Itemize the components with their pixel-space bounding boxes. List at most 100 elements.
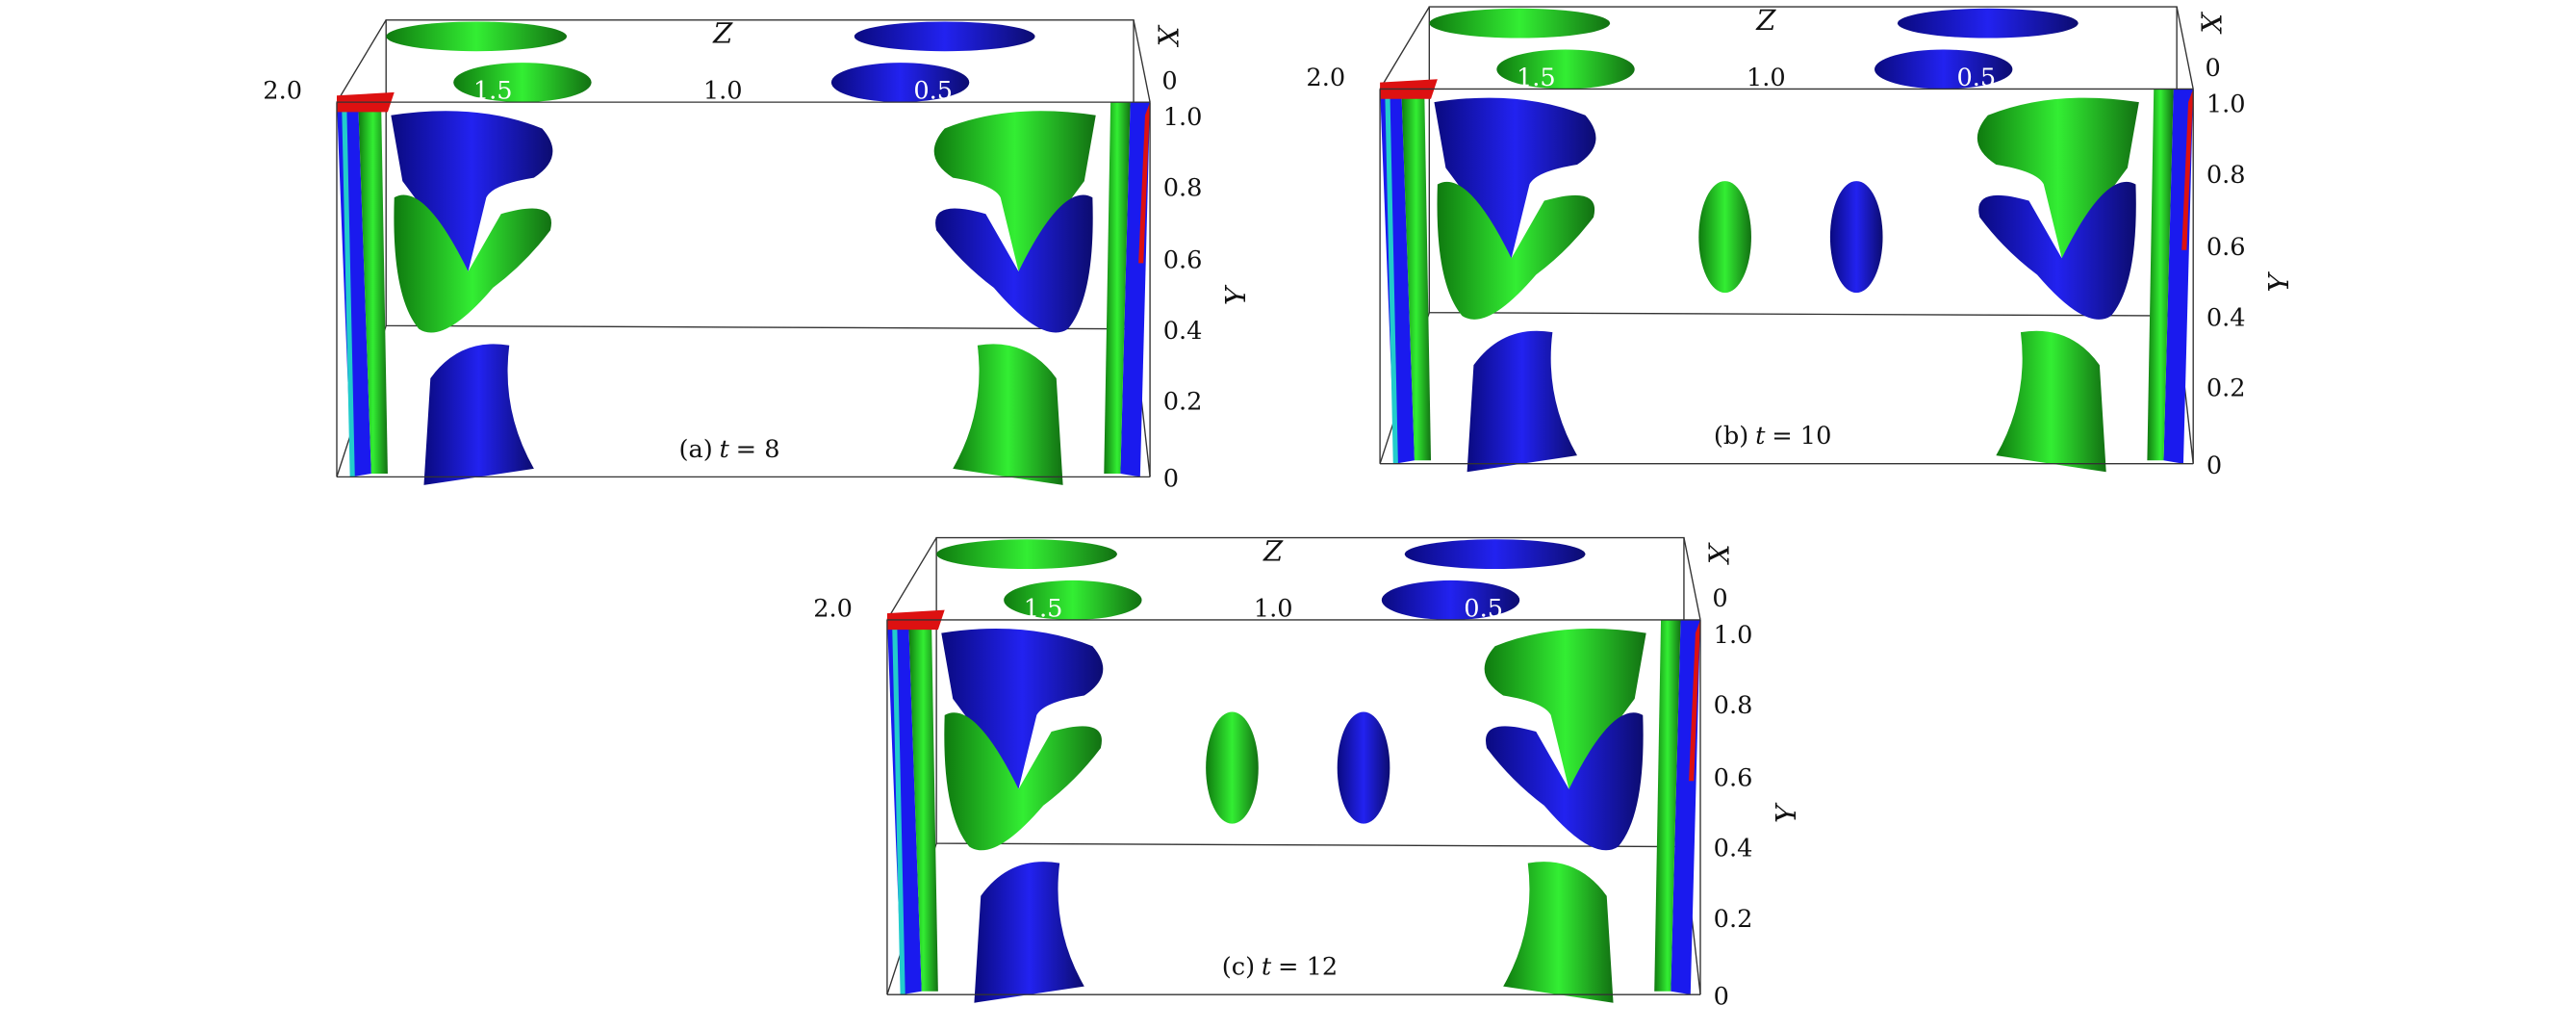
wall-positive-right [2147,89,2174,461]
z-tick-label: 1.5 [1024,594,1063,623]
caption-var: t [720,435,730,464]
wall-cyan-left [1385,89,1398,464]
y-tick-label: 0.6 [1163,246,1203,275]
x-axis-title: X [1702,542,1735,565]
box-front-edges [1379,88,2194,465]
caption-value: = 8 [736,435,780,464]
z-tick-label: 2.0 [813,594,853,623]
panel-caption: (c) t = 12 [1222,953,1338,982]
caption-prefix: (c) [1222,953,1255,982]
wall-cyan-left [892,619,905,995]
z-axis-title: Z [1262,534,1284,567]
y-tick-label: 0.6 [2206,233,2246,262]
y-tick-label: 0.2 [1714,905,1753,934]
x-tick-label: 0 [1712,584,1727,613]
z-axis-title: Z [1755,4,1776,37]
wall-cyan-left [342,102,355,477]
iso-negative-mid-right [935,194,1093,333]
caption-var: t [1755,422,1766,451]
box-side-edges [1379,6,2194,464]
iso-negative-upper-left [391,111,553,271]
y-tick-label: 0.4 [1714,835,1753,863]
box-side-edges [886,537,1701,995]
z-tick-label: 1.0 [703,77,743,106]
y-tick-label: 0 [2206,451,2222,480]
panel-c: 2.0 1.5 1.0 0.5 Z 0 X 1.0 0.8 0.6 0.4 0.2 0 Y (c) t = 12 [813,534,1802,1011]
wall-positive-right [1104,102,1131,474]
z-tick-label: 1.5 [473,77,513,106]
iso-positive-bottom-right [1996,330,2106,473]
iso-positive-upper-right [1977,97,2139,259]
y-tick-label: 0.4 [2206,303,2246,332]
caption-value: = 10 [1772,422,1831,451]
iso-positive-top2 [1004,580,1142,620]
z-tick-label: 1.0 [1254,594,1293,623]
x-tick-label: 0 [2206,54,2221,83]
z-tick-label: 2.0 [263,77,302,106]
y-tick-label: 0.4 [1163,317,1203,346]
iso-negative-mid-right [1978,181,2136,320]
wall-red-right [2181,89,2194,250]
y-tick-label: 0 [1163,465,1179,494]
iso-negative-top [854,21,1035,52]
panel-caption: (b) t = 10 [1714,422,1831,451]
iso-negative-top2 [1874,49,2013,90]
z-tick-label: 0.5 [1956,64,1996,92]
wall-positive-left [908,619,938,992]
wall-positive-left [358,102,388,474]
box-front-edges [886,619,1701,995]
wall-positive-left [1401,89,1432,461]
z-tick-label: 1.5 [1517,64,1556,92]
iso-positive-top [386,21,568,52]
iso-positive-top [1429,8,1611,39]
caption-prefix: (a) [678,435,712,464]
y-axis-title: Y [1770,802,1802,823]
y-tick-label: 1.0 [1714,621,1753,650]
x-axis-title: X [2195,12,2228,35]
y-tick-label: 0.2 [2206,374,2246,403]
iso-negative-top2 [1381,580,1520,620]
iso-negative-mid-right [1486,712,1644,851]
iso-negative-center [1337,711,1390,824]
y-tick-label: 0.2 [1163,387,1203,416]
wall-positive-right [1654,619,1681,992]
wall-red-right [1689,619,1701,782]
box-front-edges [336,101,1151,478]
z-tick-label: 0.5 [913,77,953,106]
panel-b: 2.0 1.5 1.0 0.5 Z 0 X 1.0 0.8 0.6 0.4 0.2 0 Y (b) t = 10 [1306,4,2295,480]
iso-negative-center [1829,181,1883,294]
z-tick-label: 1.0 [1747,64,1786,92]
caption-prefix: (b) [1714,422,1748,451]
y-tick-label: 1.0 [1163,103,1203,132]
z-axis-title: Z [712,17,733,50]
y-tick-label: 0.6 [1714,763,1753,792]
y-axis-title: Y [2262,271,2295,292]
wall-red-right [1138,102,1151,264]
iso-positive-top [936,539,1117,569]
y-tick-label: 0.8 [1163,173,1203,202]
caption-var: t [1262,953,1272,982]
iso-positive-upper-right [1484,629,1646,789]
iso-positive-top2 [453,63,592,103]
y-tick-label: 1.0 [2206,90,2246,118]
iso-positive-mid-left [1437,181,1595,320]
x-tick-label: 0 [1161,66,1177,95]
iso-negative-top [1404,539,1586,569]
iso-positive-center [1206,711,1259,824]
z-tick-label: 0.5 [1464,594,1503,623]
iso-positive-top2 [1496,49,1635,90]
panel-caption: (a) t = 8 [678,435,779,464]
y-tick-label: 0.8 [2206,161,2246,190]
iso-negative-bottom-left [974,862,1084,1003]
iso-negative-upper-left [941,629,1104,789]
z-tick-label: 2.0 [1306,64,1345,92]
iso-negative-bottom-left [1467,330,1577,473]
iso-positive-mid-left [394,194,552,333]
iso-positive-mid-left [944,712,1102,851]
iso-positive-bottom-right [1503,862,1614,1003]
iso-positive-center [1698,181,1751,294]
y-tick-label: 0.8 [1714,691,1753,720]
panel-a: 2.0 1.5 1.0 0.5 Z 0 X 1.0 0.8 0.6 0.4 0.2 0 Y (a) t = 8 [263,17,1252,494]
